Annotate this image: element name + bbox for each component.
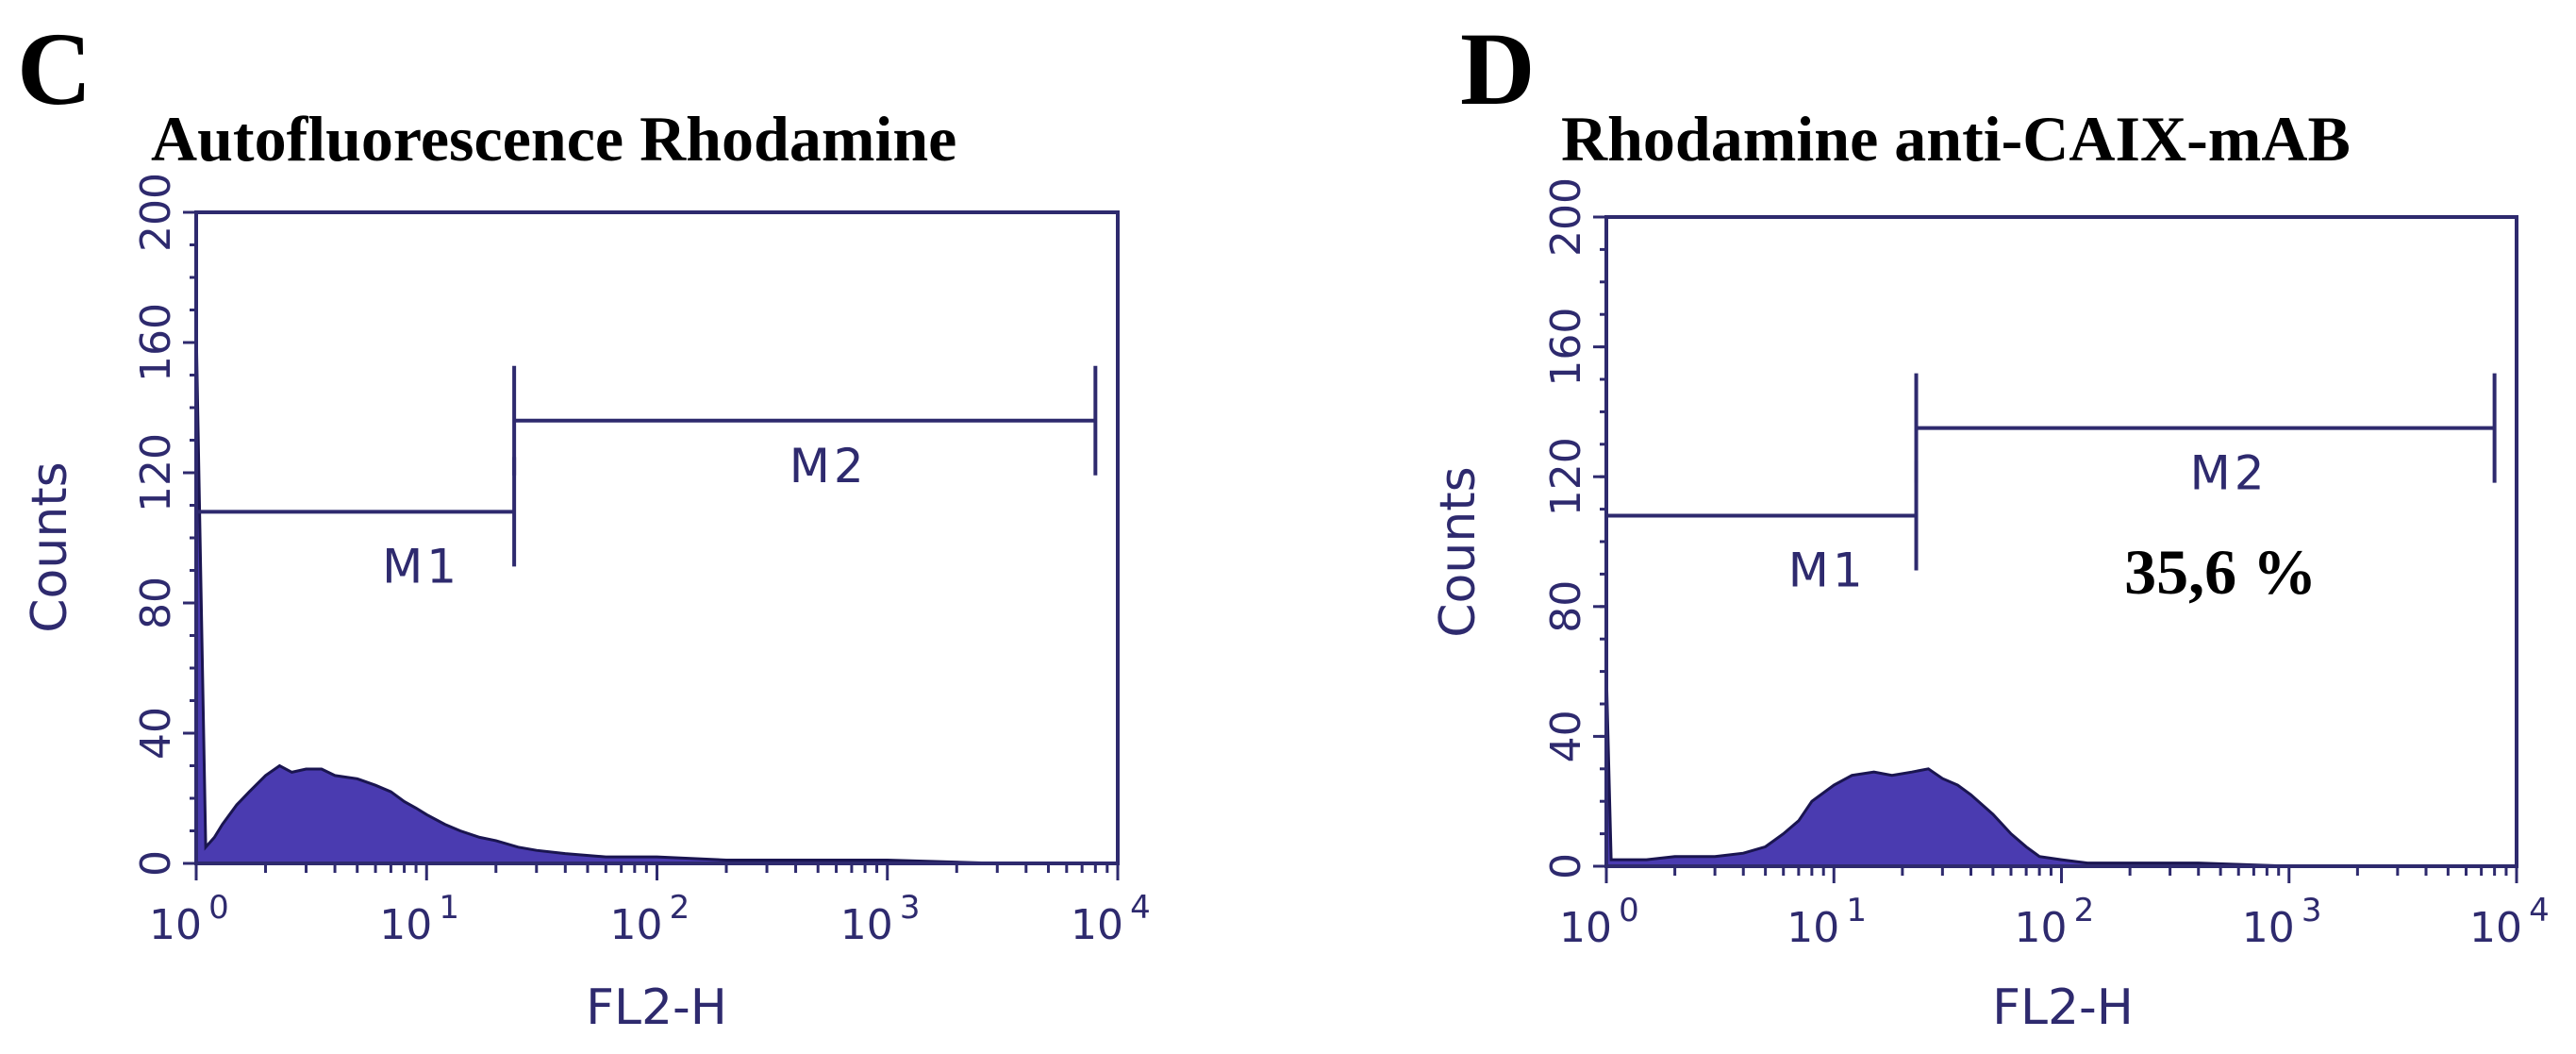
x-tick-label: 10 [2469,904,2522,952]
y-tick-label: 40 [132,707,180,760]
y-tick-label: 160 [1542,308,1590,387]
y-tick-label: 200 [132,173,180,252]
x-tick-label: 10 [379,901,432,949]
histogram-area [194,326,1096,865]
x-tick-exponent: 3 [900,889,921,927]
plot-frame [194,210,1120,865]
panel-letter: C [17,11,91,126]
marker-label: M1 [1788,543,1867,597]
x-tick-label: 10 [1787,904,1839,952]
x-tick-exponent: 3 [2302,892,2322,929]
x-tick-exponent: 4 [1130,889,1151,927]
y-tick-label: 40 [1542,710,1590,762]
x-tick-exponent: 4 [2529,892,2550,929]
marker-m2: M2 [512,365,1098,494]
marker-label: M2 [2190,446,2269,501]
y-tick-label: 0 [132,850,180,877]
x-tick-exponent: 0 [208,889,229,927]
y-tick-label: 80 [1542,580,1590,633]
plot-frame [1604,215,2518,868]
x-tick-label: 10 [610,901,663,949]
y-tick-label: 160 [132,303,180,382]
x-tick-exponent: 1 [439,889,459,927]
marker-label: M1 [382,539,460,594]
percentage-annotation: 35,6 % [2124,536,2317,608]
y-tick-label: 120 [132,433,180,512]
x-axis-label: FL2-H [586,979,727,1036]
marker-m2: M2 [1914,373,2497,501]
histogram-area [1604,671,2495,868]
x-tick-label: 10 [1559,904,1612,952]
x-axis-label: FL2-H [1992,979,2134,1036]
x-tick-exponent: 1 [1846,892,1867,929]
y-tick-label: 0 [1542,853,1590,879]
y-axis-label: Counts [1430,466,1487,638]
marker-m1: M1 [1606,460,1919,597]
y-tick-label: 80 [132,577,180,629]
x-tick-label: 10 [840,901,893,949]
marker-label: M2 [789,439,868,494]
y-tick-label: 200 [1542,177,1590,257]
y-axis-label: Counts [22,461,78,633]
panel-letter: D [1460,11,1535,126]
x-tick-label: 10 [1071,901,1123,949]
x-tick-label: 10 [2242,904,2295,952]
x-tick-label: 10 [2015,904,2068,952]
marker-m1: M1 [196,457,517,594]
x-tick-exponent: 2 [2074,892,2095,929]
x-tick-exponent: 2 [670,889,690,927]
panel-title: Autofluorescence Rhodamine [151,103,956,175]
y-tick-label: 120 [1542,437,1590,516]
x-tick-label: 10 [149,901,202,949]
panel-title: Rhodamine anti-CAIX-mAB [1561,103,2351,175]
x-tick-exponent: 0 [1619,892,1639,929]
